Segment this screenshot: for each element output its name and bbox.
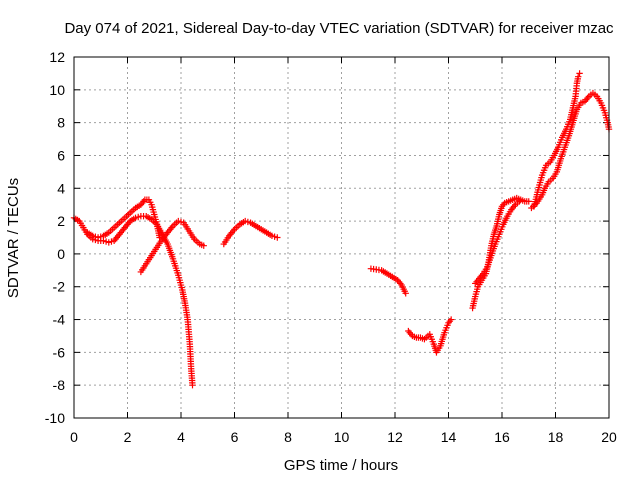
data-point <box>575 73 582 80</box>
data-point <box>516 198 523 205</box>
y-tick-label: -2 <box>53 279 66 295</box>
chart-title: Day 074 of 2021, Sidereal Day-to-day VTE… <box>64 20 614 37</box>
x-tick-label: 8 <box>284 429 292 445</box>
y-tick-label: 10 <box>49 82 65 98</box>
data-point <box>189 381 196 389</box>
data-point <box>525 198 532 205</box>
x-tick-label: 6 <box>231 429 239 445</box>
y-axis-title: SDTVAR / TECUs <box>5 178 22 298</box>
y-tick-label: -8 <box>53 377 66 393</box>
x-tick-label: 0 <box>70 429 78 445</box>
x-tick-label: 4 <box>177 429 185 445</box>
y-tick-label: 0 <box>57 246 65 262</box>
y-tick-label: -6 <box>53 344 66 360</box>
y-tick-label: 4 <box>57 180 65 196</box>
x-axis-title: GPS time / hours <box>284 457 398 474</box>
grid-lines <box>74 57 609 418</box>
data-point <box>402 290 409 297</box>
y-tick-label: -4 <box>53 312 66 328</box>
data-points <box>70 70 613 389</box>
x-tick-label: 2 <box>124 429 132 445</box>
x-tick-label: 14 <box>441 429 457 445</box>
y-tick-labels: -10 -8 -6 -4 -2 0 2 4 6 8 10 12 <box>45 49 65 426</box>
x-tick-label: 20 <box>601 429 617 445</box>
y-tick-label: 12 <box>49 49 65 65</box>
data-point <box>274 234 281 241</box>
x-tick-label: 12 <box>387 429 403 445</box>
y-tick-label: -10 <box>45 410 65 426</box>
x-tick-label: 16 <box>494 429 510 445</box>
y-tick-label: 6 <box>57 147 65 163</box>
x-tick-label: 18 <box>548 429 564 445</box>
y-tick-label: 2 <box>57 213 65 229</box>
data-point <box>576 70 583 77</box>
y-tick-label: 8 <box>57 115 65 131</box>
x-tick-label: 10 <box>334 429 350 445</box>
x-tick-labels: 0 2 4 6 8 10 12 14 16 18 20 <box>70 429 617 445</box>
plot-frame <box>73 56 610 419</box>
data-point <box>447 316 455 323</box>
data-point <box>200 242 207 249</box>
